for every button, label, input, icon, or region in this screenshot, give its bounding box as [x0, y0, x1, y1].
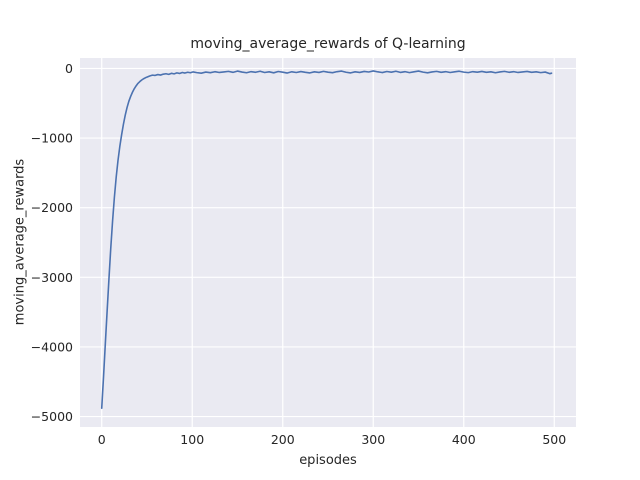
x-tick-label: 300 — [361, 432, 385, 447]
chart-title: moving_average_rewards of Q-learning — [190, 36, 466, 52]
y-axis-label: moving_average_rewards — [12, 158, 28, 326]
x-axis-label: episodes — [299, 453, 357, 468]
y-tick-label: −1000 — [31, 131, 73, 146]
x-tick-label: 100 — [180, 432, 204, 447]
x-tick-label: 500 — [542, 432, 566, 447]
y-tick-label: −3000 — [31, 270, 73, 285]
y-tick-label: −2000 — [31, 200, 73, 215]
x-tick-label: 400 — [452, 432, 476, 447]
grid — [80, 58, 576, 427]
y-tick-label: −4000 — [31, 339, 73, 354]
x-tick-label: 0 — [98, 432, 106, 447]
tick-labels: 0 100 200 300 400 500 0 −1000 −2000 −3000 −4000 −50… — [31, 61, 567, 447]
reward-line — [100, 70, 553, 410]
y-tick-label: −5000 — [31, 409, 73, 424]
x-tick-label: 200 — [271, 432, 295, 447]
y-tick-label: 0 — [65, 61, 73, 76]
plot-background — [80, 58, 576, 427]
